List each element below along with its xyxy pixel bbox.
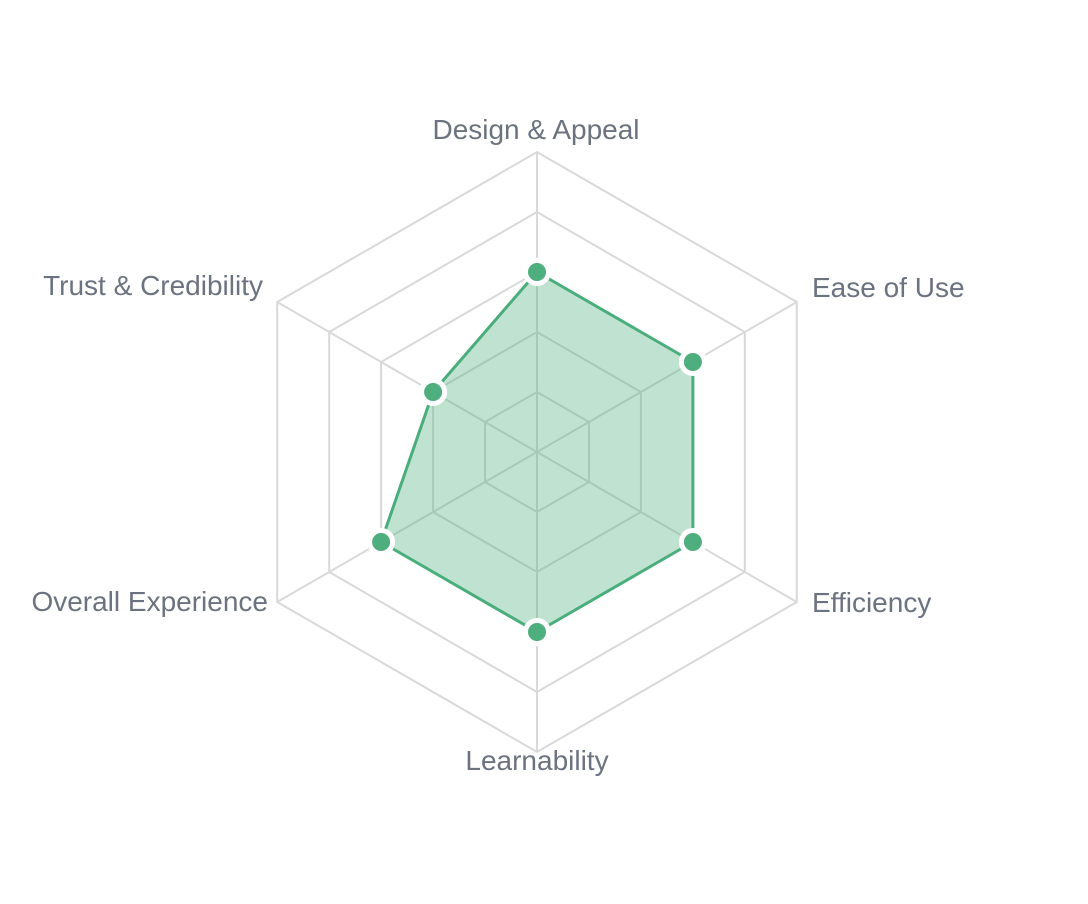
axis-label-efficiency: Efficiency — [812, 587, 931, 618]
grid-spoke — [536, 451, 798, 603]
grid-spoke — [276, 301, 538, 453]
axis-label-learnability: Learnability — [465, 745, 608, 776]
axis-label-design-appeal: Design & Appeal — [432, 114, 639, 145]
data-point-3[interactable] — [523, 618, 551, 646]
grid-spoke — [536, 301, 798, 453]
data-point-5[interactable] — [419, 378, 448, 406]
grid-spokes — [276, 152, 798, 752]
data-point-2[interactable] — [678, 528, 707, 556]
axis-label-overall-experience: Overall Experience — [31, 586, 268, 617]
radar-series — [367, 258, 707, 646]
grid-spoke — [276, 451, 538, 603]
data-point-1[interactable] — [678, 348, 707, 376]
series-area — [379, 270, 695, 634]
data-point-4[interactable] — [367, 528, 396, 556]
data-point-0[interactable] — [523, 258, 551, 286]
axis-label-ease-of-use: Ease of Use — [812, 272, 965, 303]
axis-label-trust-credibility: Trust & Credibility — [43, 270, 263, 301]
axis-labels: Design & Appeal Ease of Use Efficiency L… — [31, 114, 964, 776]
